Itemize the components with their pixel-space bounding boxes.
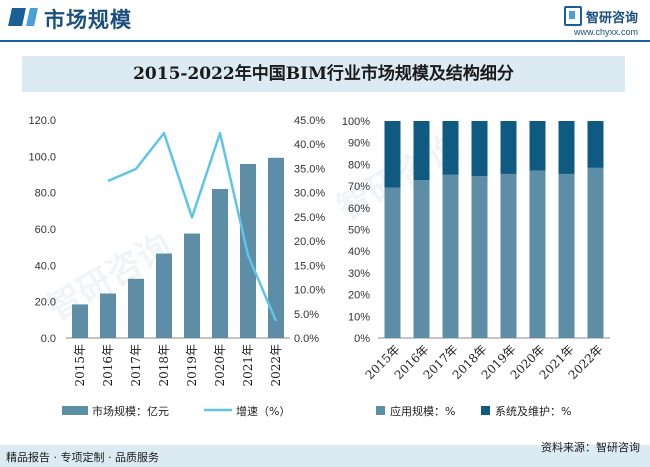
stacked-bar-segment-application [587, 167, 604, 338]
x-tick-label: 2021年 [241, 344, 255, 387]
footer-bar [0, 445, 650, 467]
stacked-bar-segment-system [384, 121, 401, 188]
stacked-bar-segment-application [500, 173, 517, 338]
x-tick-label: 2015年 [73, 344, 87, 387]
chart-title: 2015-2022年中国BIM行业市场规模及结构细分 [133, 64, 514, 84]
y-tick-label: 60% [348, 203, 370, 215]
footer-slogan: 精品报告 · 专项定制 · 品质服务 [6, 451, 159, 464]
y-tick-label-left: 20.0 [35, 297, 56, 309]
bar [128, 278, 144, 338]
y-tick-label: 20% [348, 290, 370, 302]
brand-logo: 智研咨询 [563, 6, 638, 26]
chart-title-background [22, 56, 625, 92]
y-tick-label-right: 40.0% [294, 139, 325, 151]
header-bar: 市场规模 智研咨询 www.chyxx.com [0, 0, 650, 40]
growth-line [107, 131, 278, 322]
y-tick-label: 100% [342, 116, 370, 128]
x-tick-label: 2018年 [157, 344, 171, 387]
y-tick-label-right: 30.0% [294, 188, 325, 200]
bar [156, 253, 172, 338]
bar [268, 157, 284, 338]
stacked-bar-segment-system [471, 121, 488, 177]
x-tick-label: 2020年 [213, 344, 227, 387]
x-tick-label: 2022年 [269, 344, 283, 387]
stacked-bar-segment-system [413, 121, 430, 181]
y-tick-label: 80% [348, 159, 370, 171]
y-tick-label-left: 60.0 [35, 224, 56, 236]
legend-swatch [376, 406, 385, 415]
legend-swatch-bar [62, 406, 88, 415]
y-tick-label-right: 25.0% [294, 212, 325, 224]
stacked-bar-segment-system [529, 121, 546, 171]
y-tick-label-right: 5.0% [294, 309, 319, 321]
data-source: 资料来源：智研咨询 [541, 441, 640, 454]
stacked-bar-segment-application [384, 187, 401, 338]
logo-url: www.chyxx.com [573, 27, 638, 37]
section-title: 市场规模 [44, 8, 132, 32]
y-tick-label: 0% [354, 333, 370, 345]
stacked-bar-segment-application [529, 170, 546, 338]
stacked-bar-segment-application [413, 180, 430, 338]
y-tick-label-left: 100.0 [28, 151, 56, 163]
legend-label: 增速（%） [236, 404, 290, 418]
legend-label: 系统及维护：% [495, 404, 571, 418]
y-tick-label: 70% [348, 181, 370, 193]
y-tick-label: 40% [348, 246, 370, 258]
y-tick-label-right: 20.0% [294, 236, 325, 248]
x-tick-label: 2017年 [129, 344, 143, 387]
y-tick-label: 10% [348, 311, 370, 323]
y-tick-label-right: 15.0% [294, 260, 325, 272]
y-tick-label-right: 45.0% [294, 115, 325, 127]
bar [184, 233, 200, 338]
logo-text: 智研咨询 [585, 10, 638, 26]
stacked-bar-segment-application [558, 173, 575, 338]
stacked-bar-segment-system [500, 121, 517, 174]
logo-icon [563, 6, 582, 26]
y-tick-label-left: 80.0 [35, 188, 56, 200]
stacked-bar-segment-system [558, 121, 575, 174]
y-tick-label: 50% [348, 225, 370, 237]
y-tick-label-right: 35.0% [294, 163, 325, 175]
stacked-bar-segment-application [442, 174, 459, 338]
y-tick-label-left: 0.0 [41, 333, 56, 345]
y-tick-label-left: 120.0 [28, 115, 56, 127]
y-tick-label-left: 40.0 [35, 260, 56, 272]
legend-label: 应用规模：% [390, 404, 455, 418]
x-tick-label: 2019年 [185, 344, 199, 387]
y-tick-label: 30% [348, 268, 370, 280]
y-tick-label-right: 0.0% [294, 333, 319, 345]
legend-swatch [481, 406, 490, 415]
bar [72, 304, 88, 338]
y-tick-label: 90% [348, 138, 370, 150]
legend-label: 市场规模：亿元 [92, 404, 169, 418]
stacked-bar-segment-system [587, 121, 604, 168]
bar [212, 189, 228, 338]
y-tick-label-right: 10.0% [294, 285, 325, 297]
x-tick-label: 2016年 [101, 344, 115, 387]
header-divider [0, 40, 650, 42]
bar [100, 293, 116, 338]
stacked-bar-segment-application [471, 176, 488, 338]
stacked-bar-segment-system [442, 121, 459, 175]
